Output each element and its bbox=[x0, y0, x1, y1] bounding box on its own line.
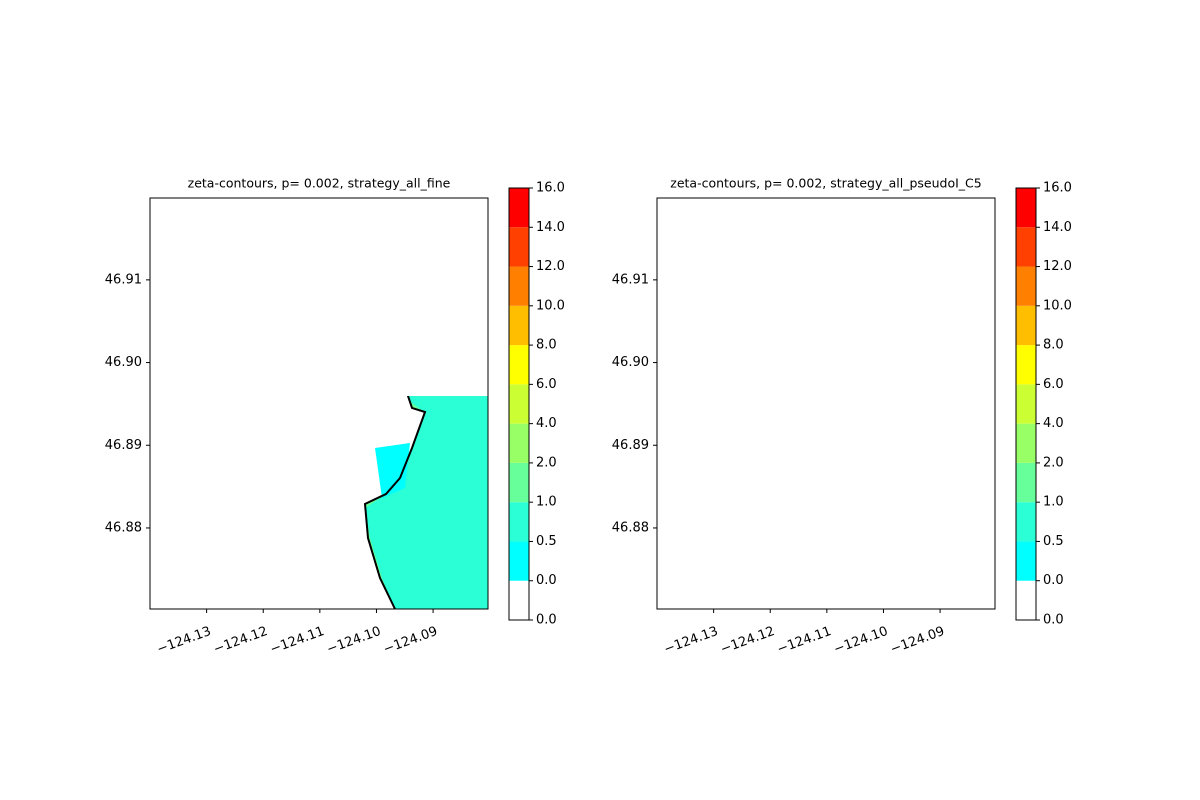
colorbar-segment bbox=[1016, 580, 1036, 620]
contour-region bbox=[709, 260, 932, 609]
contour-region bbox=[882, 443, 917, 498]
contour-region bbox=[230, 478, 260, 498]
colorbar-segment bbox=[509, 266, 529, 306]
colorbar-segment bbox=[509, 423, 529, 463]
y-tick-label: 46.89 bbox=[105, 438, 142, 453]
colorbar-frame bbox=[508, 187, 530, 621]
contour-region bbox=[712, 326, 782, 370]
axes-frame bbox=[656, 197, 996, 610]
contour-region bbox=[365, 396, 488, 609]
x-tick-label: −124.10 bbox=[325, 624, 383, 657]
colorbar-tick-label: 0.0 bbox=[536, 613, 557, 628]
coastline bbox=[363, 396, 427, 610]
contour-region bbox=[375, 443, 410, 498]
colorbar-segment bbox=[1016, 266, 1036, 306]
contour-region bbox=[150, 198, 305, 609]
colorbar-tick-label: 2.0 bbox=[536, 455, 557, 470]
colorbar-segment bbox=[1016, 541, 1036, 581]
colorbar-tick-label: 10.0 bbox=[536, 298, 565, 313]
plot-title: zeta-contours, p= 0.002, strategy_all_fi… bbox=[188, 176, 451, 191]
colorbar-tick-label: 12.0 bbox=[1043, 259, 1072, 274]
colorbar-tick-label: 14.0 bbox=[1043, 220, 1072, 235]
colorbar-segment bbox=[509, 305, 529, 346]
contour-region bbox=[657, 198, 812, 609]
colorbar-tick-label: 6.0 bbox=[536, 377, 557, 392]
colorbar-tick-label: 4.0 bbox=[1043, 416, 1064, 431]
colorbar-tick-label: 0.0 bbox=[536, 573, 557, 588]
colorbar-segment bbox=[1016, 462, 1036, 503]
colorbar-segment bbox=[509, 580, 529, 620]
colorbar-tick-label: 10.0 bbox=[1043, 298, 1072, 313]
x-tick-label: −124.13 bbox=[155, 624, 213, 657]
colorbar-tick-label: 8.0 bbox=[536, 338, 557, 353]
contour-region bbox=[205, 326, 275, 370]
contour-region bbox=[350, 348, 400, 373]
colorbar-segment bbox=[1016, 188, 1036, 228]
colorbar-tick-label: 6.0 bbox=[1043, 377, 1064, 392]
map bbox=[150, 198, 488, 610]
colorbar-segment bbox=[1016, 227, 1036, 267]
y-tick-label: 46.89 bbox=[612, 438, 649, 453]
colorbar-tick-label: 16.0 bbox=[1043, 181, 1072, 196]
colorbar-segment bbox=[509, 502, 529, 542]
sea-region bbox=[657, 198, 995, 609]
contour-region bbox=[737, 478, 767, 498]
x-tick-label: −124.10 bbox=[832, 624, 890, 657]
plot: zeta-contours, p= 0.002, strategy_all_ps… bbox=[612, 176, 1072, 658]
colorbar-tick-label: 12.0 bbox=[536, 259, 565, 274]
y-tick-label: 46.88 bbox=[105, 520, 142, 535]
x-tick-label: −124.11 bbox=[775, 624, 833, 657]
colorbar-tick-label: 1.0 bbox=[1043, 495, 1064, 510]
colorbar-tick-label: 0.5 bbox=[536, 534, 557, 549]
colorbar-tick-label: 2.0 bbox=[1043, 455, 1064, 470]
axes-frame bbox=[149, 197, 489, 610]
colorbar-tick-label: 8.0 bbox=[1043, 338, 1064, 353]
colorbar-tick-label: 4.0 bbox=[536, 416, 557, 431]
colorbar-tick-label: 0.0 bbox=[1043, 573, 1064, 588]
contour-region bbox=[852, 358, 995, 609]
colorbar-segment bbox=[509, 188, 529, 228]
colorbar-segment bbox=[1016, 305, 1036, 346]
map bbox=[657, 198, 995, 609]
colorbar-tick-label: 0.5 bbox=[1043, 534, 1064, 549]
y-tick-label: 46.88 bbox=[612, 520, 649, 535]
contour-region bbox=[155, 322, 258, 609]
colorbar-tick-label: 1.0 bbox=[536, 495, 557, 510]
colorbar-segment bbox=[509, 541, 529, 581]
colorbar-tick-label: 14.0 bbox=[536, 220, 565, 235]
y-tick-label: 46.90 bbox=[105, 355, 142, 370]
x-tick-label: −124.09 bbox=[382, 624, 440, 657]
x-tick-label: −124.12 bbox=[719, 624, 777, 657]
colorbar-segment bbox=[509, 227, 529, 267]
colorbar-tick-label: 16.0 bbox=[536, 181, 565, 196]
plot-title: zeta-contours, p= 0.002, strategy_all_ps… bbox=[670, 176, 981, 191]
colorbar-tick-label: 0.0 bbox=[1043, 613, 1064, 628]
plot: zeta-contours, p= 0.002, strategy_all_fi… bbox=[105, 176, 565, 658]
x-tick-label: −124.11 bbox=[268, 624, 326, 657]
contour-region bbox=[857, 348, 907, 373]
x-tick-label: −124.09 bbox=[889, 624, 947, 657]
colorbar-frame bbox=[1015, 187, 1037, 621]
colorbar-segment bbox=[509, 384, 529, 424]
colorbar-segment bbox=[1016, 345, 1036, 385]
colorbar-segment bbox=[509, 345, 529, 385]
coastline bbox=[657, 260, 932, 609]
y-tick-label: 46.90 bbox=[612, 355, 649, 370]
x-tick-label: −124.12 bbox=[212, 624, 270, 657]
colorbar-segment bbox=[1016, 384, 1036, 424]
contour-region bbox=[662, 322, 765, 609]
colorbar-segment bbox=[1016, 502, 1036, 542]
colorbar-segment bbox=[509, 462, 529, 503]
y-tick-label: 46.91 bbox=[105, 272, 142, 287]
colorbar-segment bbox=[1016, 423, 1036, 463]
x-tick-label: −124.13 bbox=[662, 624, 720, 657]
y-tick-label: 46.91 bbox=[612, 272, 649, 287]
